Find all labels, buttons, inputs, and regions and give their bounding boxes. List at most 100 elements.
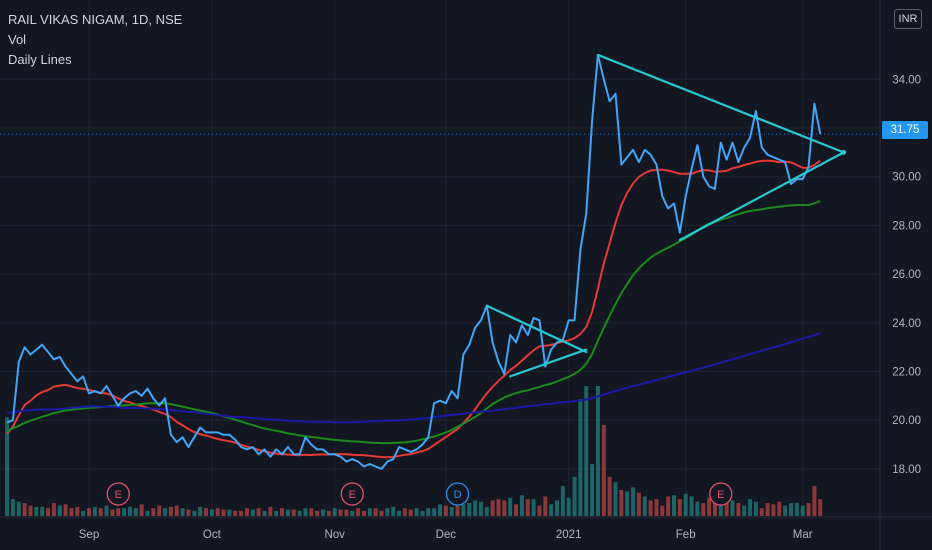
volume-bar (285, 509, 290, 516)
volume-bar (221, 509, 226, 516)
event-marker-label: D (454, 489, 462, 501)
volume-bar (5, 417, 10, 516)
volume-bar (344, 509, 349, 516)
volume-bar (34, 506, 39, 516)
volume-bar (192, 510, 197, 516)
volume-bar (595, 386, 600, 516)
volume-bar (315, 510, 320, 516)
volume-bar (666, 496, 671, 516)
volume-bar (800, 505, 805, 516)
volume-bar (619, 490, 624, 516)
volume-bar (69, 508, 74, 516)
volume-bar (40, 506, 45, 516)
volume-bar (81, 510, 86, 516)
currency-badge[interactable]: INR (894, 9, 922, 29)
trendline[interactable] (678, 151, 845, 242)
volume-bar (391, 506, 396, 516)
volume-bar (496, 499, 501, 516)
last-price-label: 31.75 (882, 121, 928, 139)
volume-bar (397, 510, 402, 516)
volume-bar (420, 510, 425, 516)
volume-bar (350, 510, 355, 516)
event-marker-circle[interactable] (445, 482, 470, 506)
volume-bar (274, 510, 279, 516)
volume-bar (636, 492, 641, 516)
volume-bar (98, 508, 103, 516)
y-tick-label: 20.00 (892, 415, 921, 427)
volume-bar (631, 487, 636, 516)
volume-bar (227, 509, 232, 516)
price-axis[interactable]: 18.0020.0022.0024.0026.0028.0030.0032.00… (892, 74, 921, 476)
volume-bar (654, 499, 659, 516)
volume-bar (426, 508, 431, 516)
event-marker-circle[interactable] (340, 482, 364, 506)
event-marker-label: E (115, 489, 122, 501)
volume-bar (730, 500, 735, 516)
volume-bar (695, 501, 700, 516)
volume-bar (239, 510, 244, 516)
price-line[interactable] (6, 54, 822, 470)
moving-average-line (6, 159, 821, 459)
volume-bar (373, 508, 378, 516)
event-marker-circle[interactable] (709, 482, 733, 506)
volume-bar (157, 505, 162, 516)
trendline[interactable] (485, 304, 588, 354)
volume-bar (525, 499, 530, 516)
legend-symbol[interactable]: RAIL VIKAS NIGAM, 1D, NSE (8, 12, 183, 27)
volume-bar (467, 503, 472, 516)
volume-bar (648, 500, 653, 516)
volume-bar (742, 505, 747, 516)
legend-indicator[interactable]: Daily Lines (8, 52, 72, 67)
volume-bar (16, 501, 21, 516)
y-tick-label: 34.00 (892, 74, 921, 86)
volume-bar (309, 508, 314, 516)
legend-volume[interactable]: Vol (8, 32, 27, 47)
volume-bar (783, 505, 788, 516)
volume-bar (672, 495, 676, 516)
volume-bar (689, 496, 694, 516)
event-marker-label: E (349, 489, 356, 501)
volume-bar (244, 508, 249, 516)
volume-bar (139, 504, 144, 516)
y-tick-label: 18.00 (892, 464, 921, 476)
volume-bar (10, 499, 15, 516)
time-axis[interactable]: Sep Oct Nov Dec 2021 Feb Mar (79, 529, 813, 541)
volume-bar (92, 506, 97, 516)
volume-bar (303, 508, 308, 516)
volume-bar (75, 506, 80, 516)
volume-bar (566, 497, 571, 516)
volume-bar (701, 503, 706, 516)
volume-bar (268, 506, 273, 516)
volume-bar (478, 501, 483, 516)
volume-bar (414, 508, 419, 516)
volume-bar (794, 503, 799, 516)
volume-bar (408, 509, 413, 516)
volume-bar (326, 510, 331, 516)
volume-bar (812, 486, 817, 516)
volume-bar (145, 510, 150, 516)
x-tick-label: Dec (436, 529, 457, 541)
volume-bar (116, 508, 121, 516)
volume-bar (473, 500, 478, 516)
trendline[interactable] (509, 348, 588, 378)
volume-bar (642, 496, 647, 516)
event-marker-circle[interactable] (106, 482, 130, 506)
volume-bar (180, 508, 185, 516)
volume-bar (724, 499, 729, 516)
volume-bar (122, 508, 127, 516)
volume-bar (198, 506, 203, 516)
volume-bar (151, 508, 156, 516)
volume-bar (209, 509, 214, 516)
volume-bar (461, 504, 466, 516)
volume-bar (555, 500, 559, 516)
volume-bar (262, 510, 267, 516)
volume-bar (508, 497, 513, 516)
volume-bar (806, 503, 811, 516)
volume-bar (753, 501, 758, 516)
volume-bar (818, 499, 823, 516)
trendline[interactable] (596, 53, 845, 154)
volume-bar (432, 508, 437, 516)
volume-bar (607, 477, 612, 516)
